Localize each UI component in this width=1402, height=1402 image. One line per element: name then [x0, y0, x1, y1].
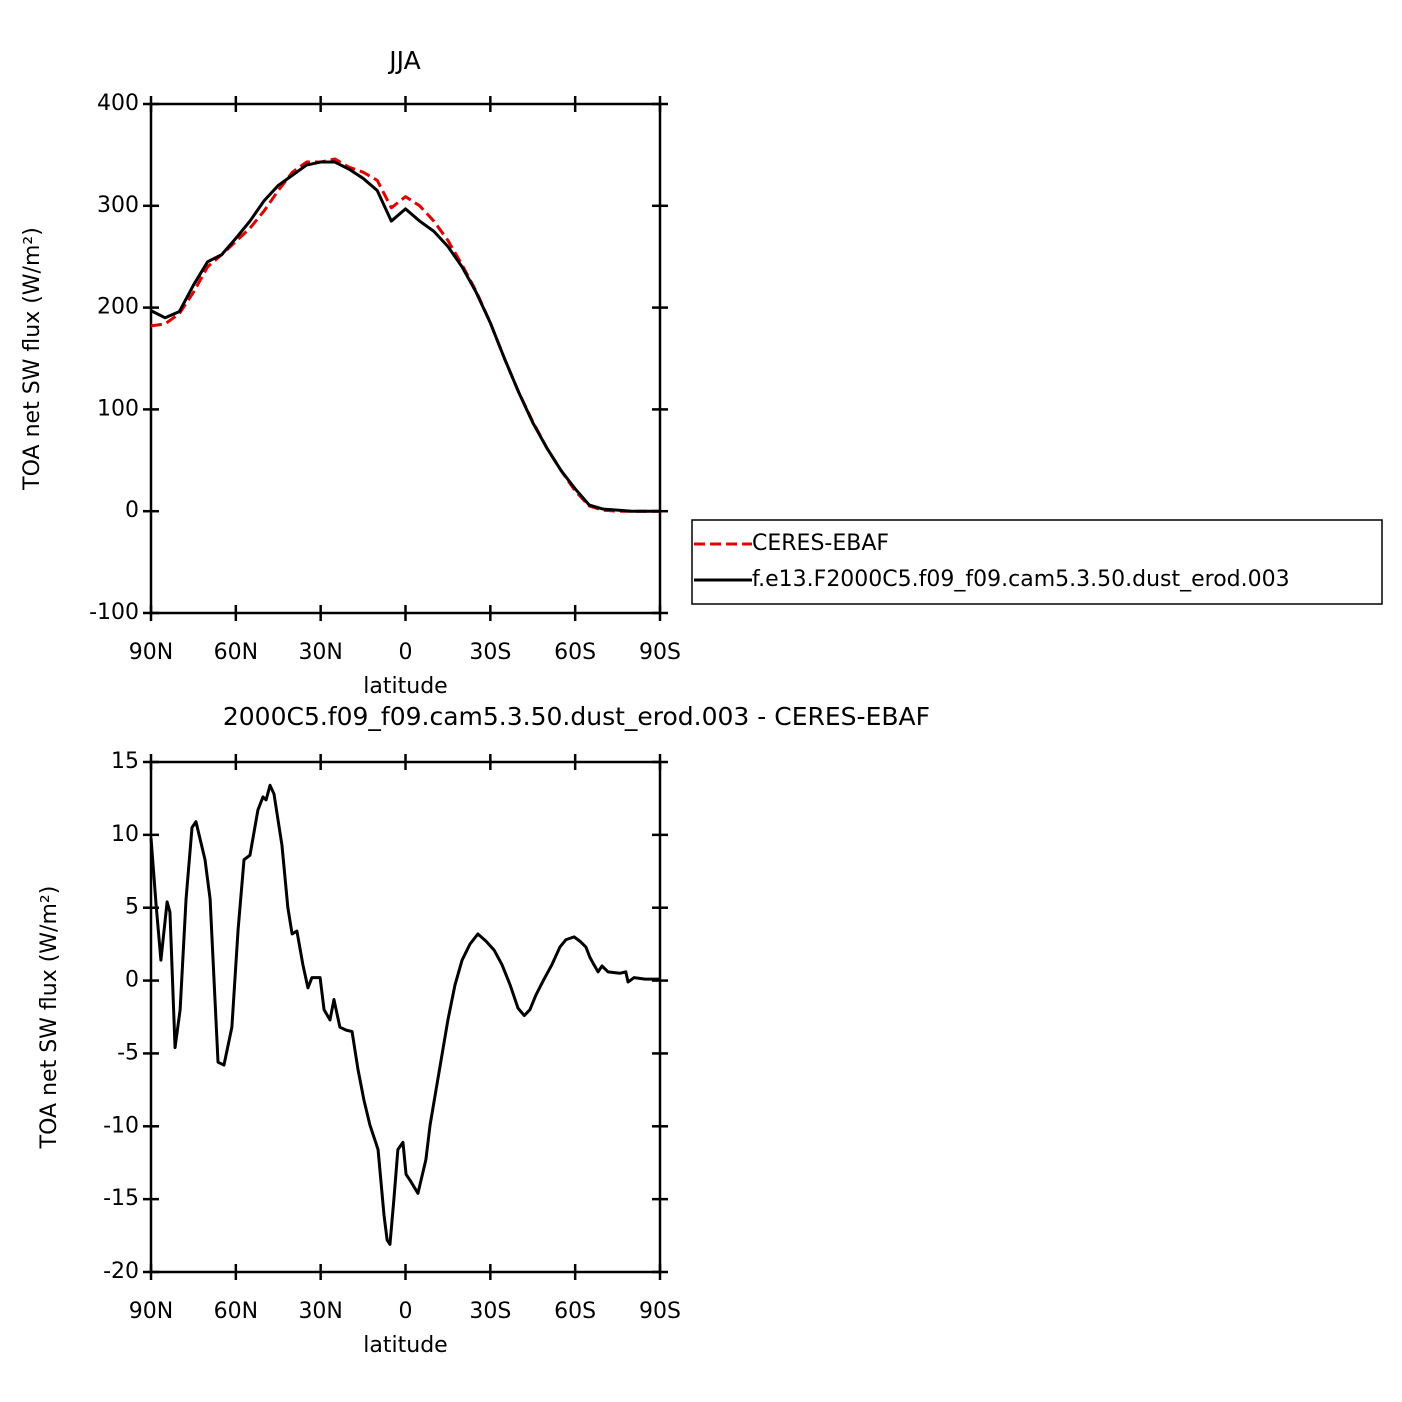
x-tick-label: 30N [298, 640, 342, 665]
x-tick-label: 60S [554, 1299, 596, 1324]
chart-title: JJA [387, 46, 420, 75]
legend-label: CERES-EBAF [752, 531, 889, 556]
plot-frame [149, 102, 662, 615]
x-tick-label: 60N [214, 640, 258, 665]
x-tick-label: 0 [399, 640, 413, 665]
x-tick-label: 30S [469, 1299, 511, 1324]
y-tick-label: 0 [125, 968, 139, 993]
x-tick-label: 0 [399, 1299, 413, 1324]
x-tick-label: 30S [469, 640, 511, 665]
y-axis-label: TOA net SW flux (W/m²) [20, 227, 45, 491]
x-tick-label: 60S [554, 640, 596, 665]
data-line [150, 157, 660, 513]
y-tick-label: 15 [111, 749, 139, 774]
chart-title: 2000C5.f09_f09.cam5.3.50.dust_erod.003 -… [223, 702, 930, 731]
y-tick-label: 0 [125, 498, 139, 523]
legend-label: f.e13.F2000C5.f09_f09.cam5.3.50.dust_ero… [752, 567, 1290, 592]
y-tick-label: -5 [117, 1040, 139, 1065]
y-tick-label: 400 [97, 91, 139, 116]
x-tick-label: 90S [639, 640, 681, 665]
y-tick-label: -10 [103, 1113, 139, 1138]
x-tick-label: 90S [639, 1299, 681, 1324]
y-tick-label: 5 [125, 895, 139, 920]
y-tick-label: 300 [97, 193, 139, 218]
y-tick-label: 100 [97, 396, 139, 421]
y-tick-label: -15 [103, 1186, 139, 1211]
legend-box [691, 519, 1383, 605]
plot-frame [149, 760, 662, 1274]
data-line [150, 160, 660, 513]
data-line [149, 783, 660, 1246]
x-axis-label: latitude [363, 1333, 447, 1358]
x-tick-label: 90N [129, 1299, 173, 1324]
y-axis-label: TOA net SW flux (W/m²) [37, 886, 62, 1150]
y-tick-label: -20 [103, 1259, 139, 1284]
x-tick-label: 90N [129, 640, 173, 665]
y-tick-label: -100 [89, 600, 139, 625]
y-tick-label: 200 [97, 295, 139, 320]
y-tick-label: 10 [111, 822, 139, 847]
x-tick-label: 30N [298, 1299, 342, 1324]
x-tick-label: 60N [214, 1299, 258, 1324]
x-axis-label: latitude [363, 674, 447, 699]
